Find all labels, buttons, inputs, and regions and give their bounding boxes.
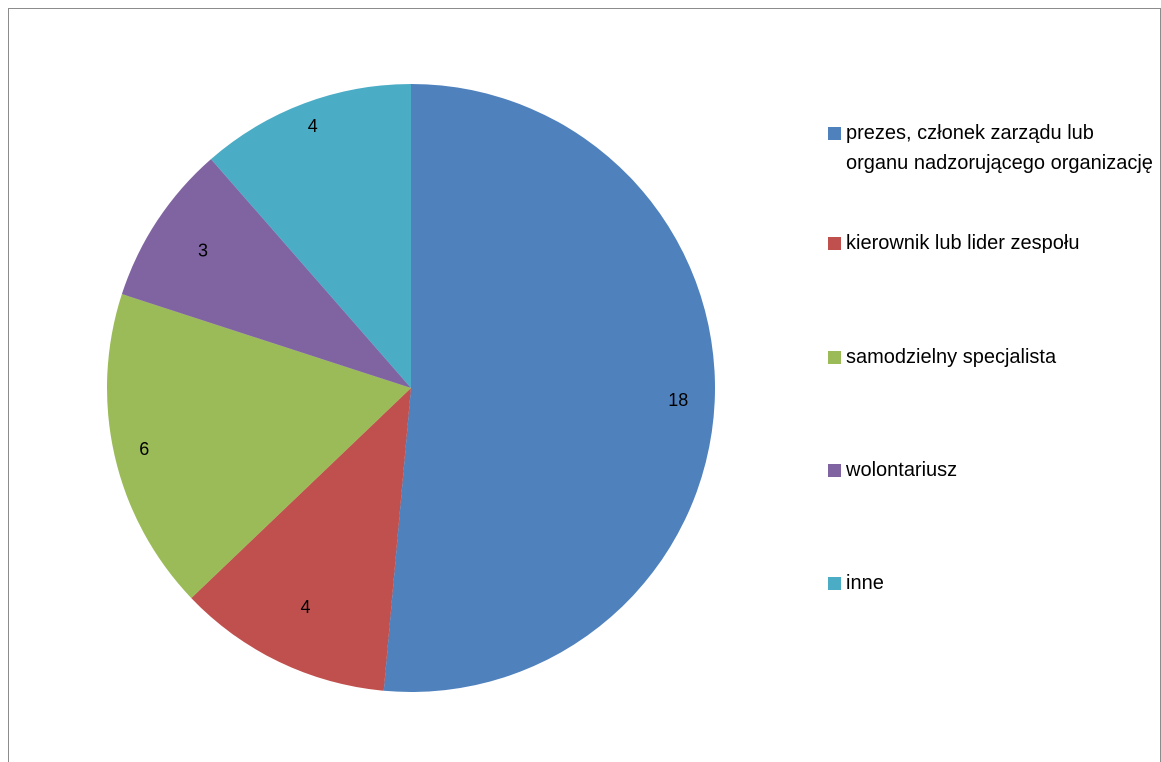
- data-label-inne: 4: [308, 116, 318, 136]
- data-label-wolontariusz: 3: [198, 241, 208, 261]
- legend-item-wolontariusz: wolontariusz: [828, 455, 1156, 485]
- data-label-kierownik: 4: [300, 597, 310, 617]
- legend-swatch: [828, 127, 841, 140]
- legend-swatch: [828, 237, 841, 250]
- data-label-specjalista: 6: [139, 439, 149, 459]
- legend-swatch: [828, 351, 841, 364]
- legend-item-kierownik: kierownik lub lider zespołu: [828, 228, 1156, 258]
- legend-label: wolontariusz: [846, 459, 958, 481]
- legend-label: samodzielny specjalista: [846, 346, 1057, 368]
- data-label-prezes: 18: [668, 390, 688, 410]
- legend-label: kierownik lub lider zespołu: [846, 232, 1080, 254]
- pie-slice-inne: [210, 84, 411, 388]
- pie-slice-specjalista: [107, 294, 411, 599]
- legend-item-inne: inne: [828, 568, 1156, 598]
- legend-swatch: [828, 577, 841, 590]
- legend-label: inne: [846, 572, 884, 594]
- legend-item-prezes: prezes, członek zarządu lub organu nadzo…: [828, 118, 1156, 178]
- legend-swatch: [828, 464, 841, 477]
- pie-slice-wolontariusz: [121, 159, 412, 388]
- legend-label: prezes, członek zarządu lub organu nadzo…: [846, 122, 1153, 174]
- pie-slice-kierownik: [191, 388, 411, 691]
- legend-item-specjalista: samodzielny specjalista: [828, 342, 1156, 372]
- pie-slice-prezes: [383, 84, 716, 692]
